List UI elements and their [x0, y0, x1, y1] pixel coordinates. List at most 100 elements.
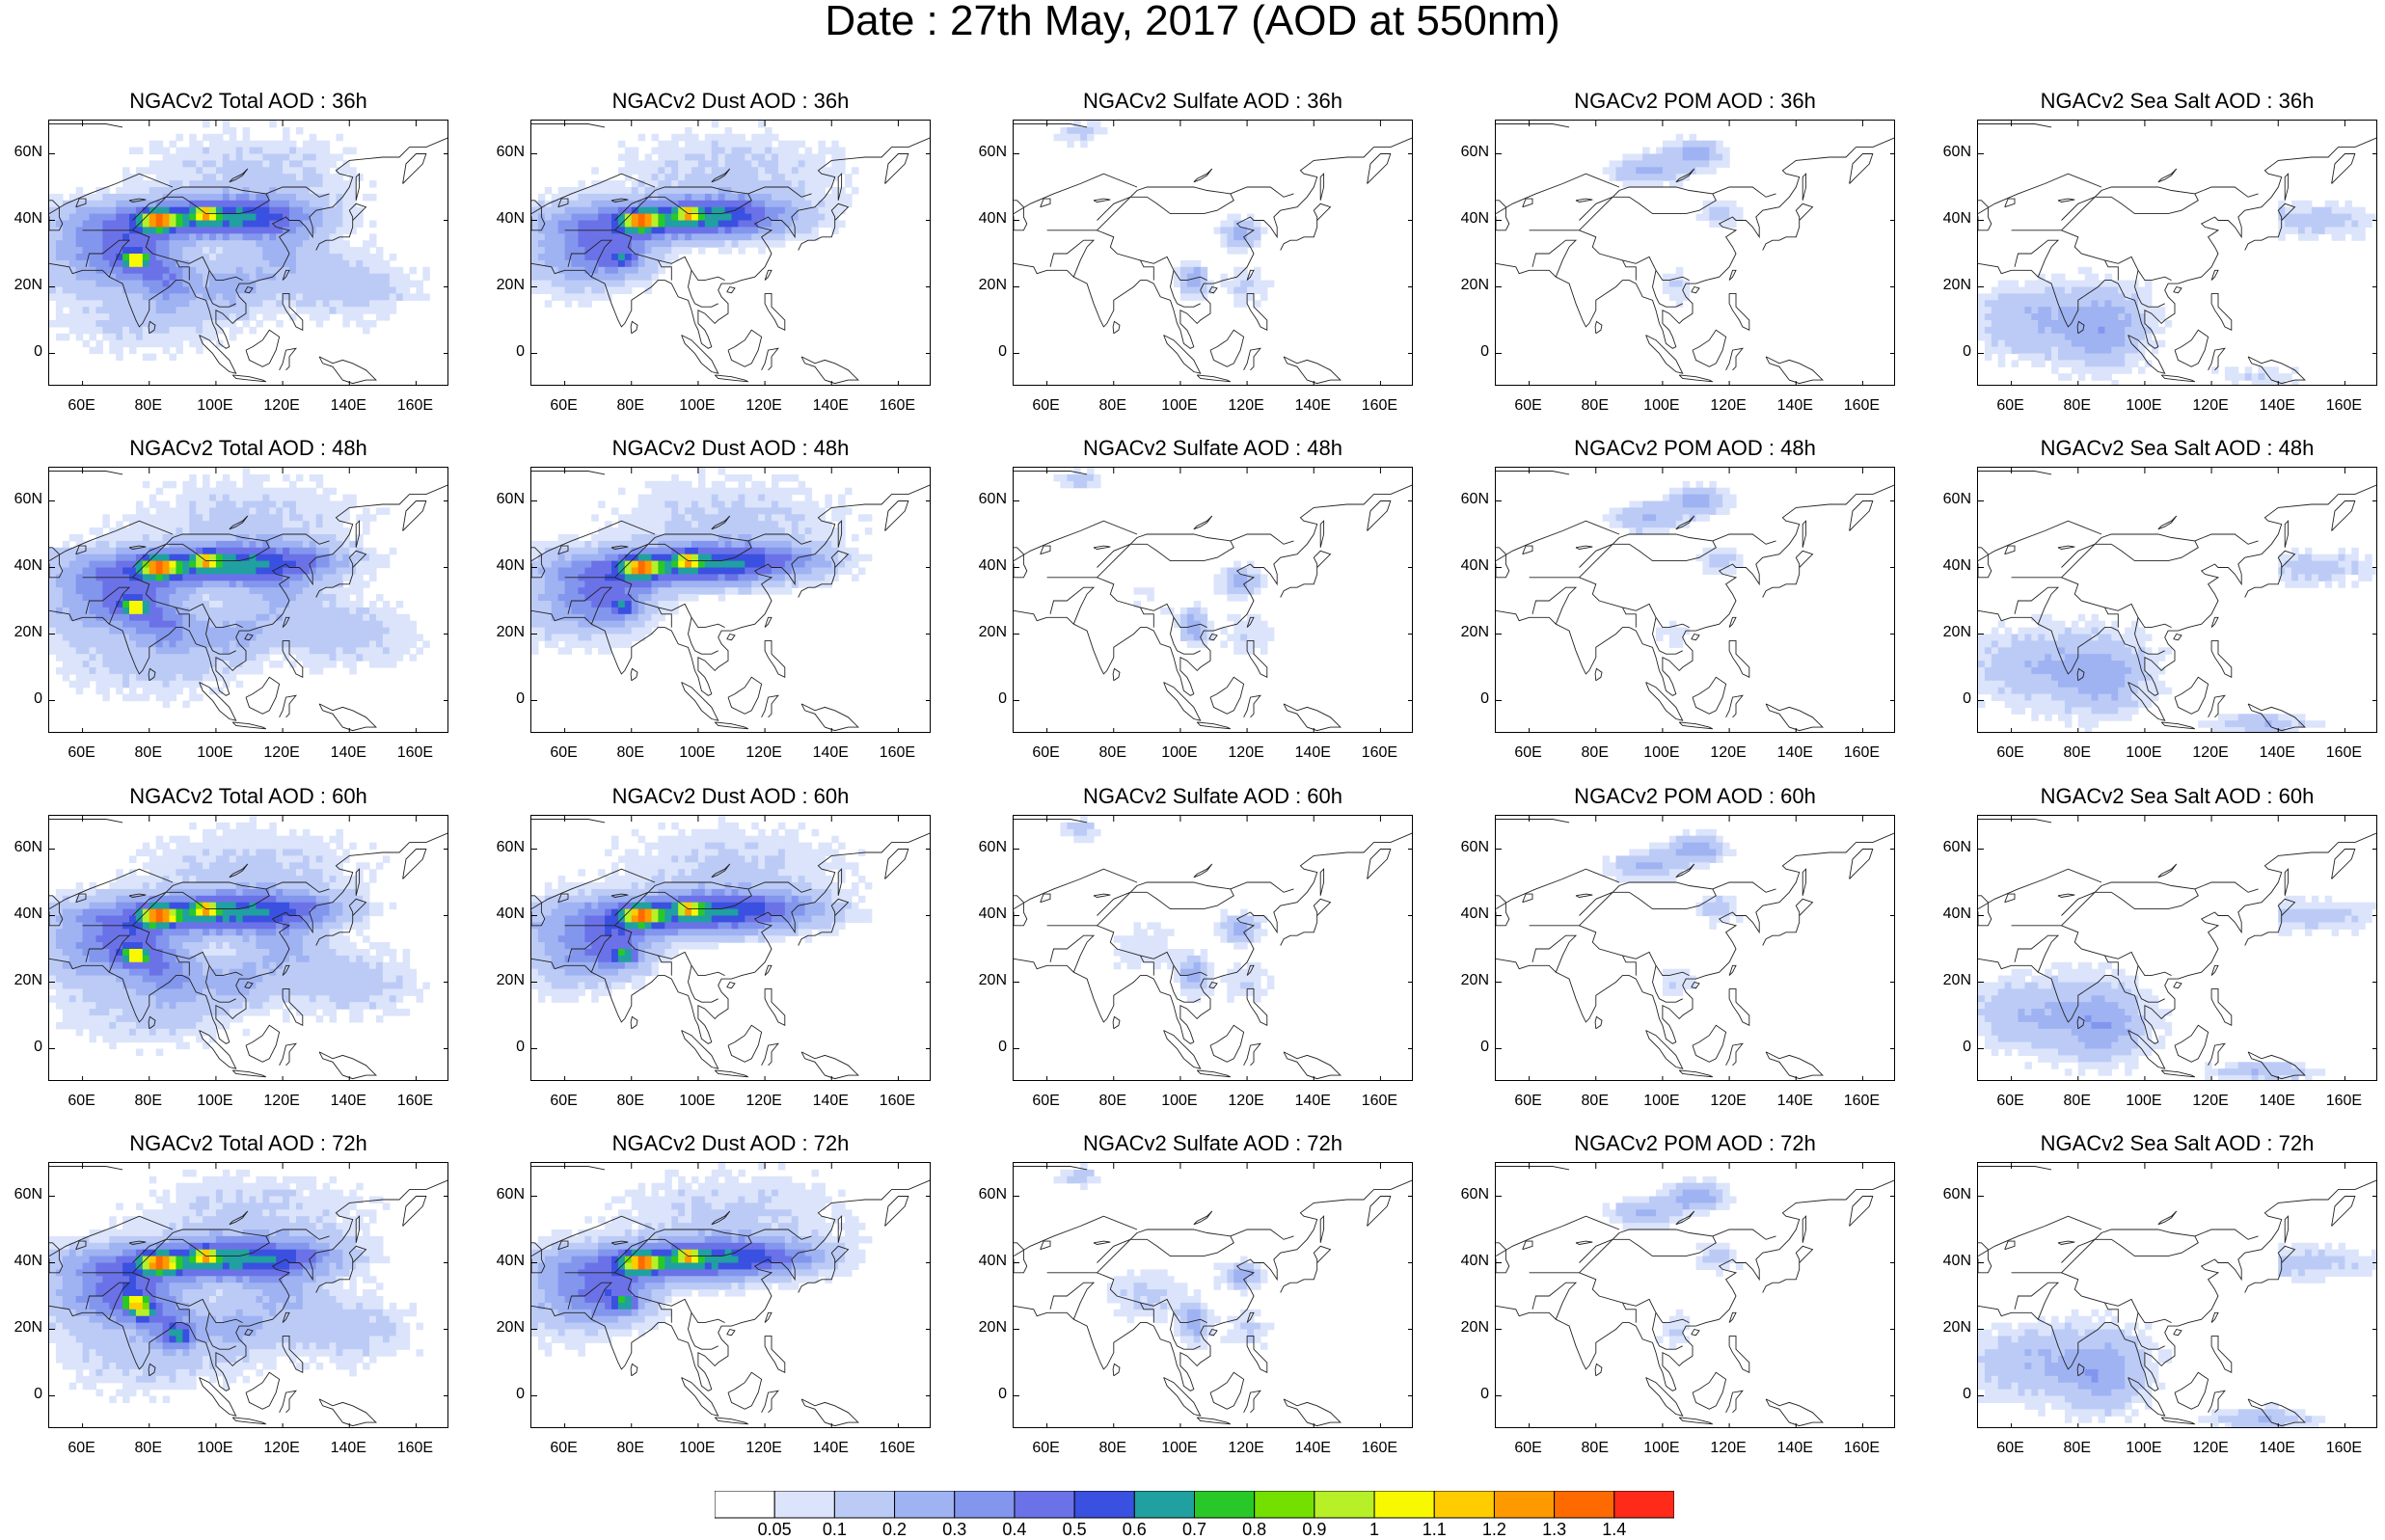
- panel-title: NGACv2 Sea Salt AOD : 72h: [2041, 1131, 2315, 1156]
- aod-map-seasalt-36h: [1977, 120, 2377, 386]
- lon-tick-label: 140E: [2260, 1440, 2295, 1457]
- colorbar-label: 0.4: [1002, 1520, 1026, 1540]
- colorbar-label: 1.1: [1423, 1520, 1447, 1540]
- lon-tick-label: 120E: [745, 1440, 781, 1457]
- lon-tick-label: 160E: [1844, 1093, 1880, 1110]
- lon-tick-label: 60E: [1514, 397, 1541, 415]
- lon-tick-label: 100E: [197, 1093, 232, 1110]
- lon-tick-label: 140E: [1777, 1440, 1813, 1457]
- lon-tick-label: 120E: [1710, 1093, 1746, 1110]
- colorbar-label: 0.8: [1242, 1520, 1266, 1540]
- panel-title: NGACv2 Sea Salt AOD : 48h: [2041, 436, 2315, 461]
- colorbar: [715, 1491, 1674, 1520]
- colorbar-label: 1.2: [1482, 1520, 1506, 1540]
- lon-tick-label: 60E: [1514, 744, 1541, 762]
- panel-title: NGACv2 POM AOD : 60h: [1574, 784, 1816, 809]
- lon-tick-label: 160E: [880, 1440, 915, 1457]
- lon-tick-label: 120E: [263, 397, 299, 415]
- lon-tick-label: 140E: [1295, 397, 1331, 415]
- lon-tick-label: 100E: [2126, 1440, 2161, 1457]
- lon-tick-label: 160E: [1844, 744, 1880, 762]
- panel-title: NGACv2 Total AOD : 72h: [129, 1131, 367, 1156]
- aod-map-sulfate-36h: [1013, 120, 1413, 386]
- lon-tick-label: 100E: [1161, 1440, 1197, 1457]
- lat-tick-label: 20N: [4, 1319, 42, 1337]
- lon-tick-label: 80E: [2064, 1093, 2091, 1110]
- lat-tick-label: 20N: [1450, 972, 1489, 989]
- lon-tick-label: 120E: [2192, 397, 2228, 415]
- colorbar-box: [1614, 1491, 1674, 1518]
- aod-map-pom-72h: [1495, 1162, 1895, 1428]
- lon-tick-label: 140E: [2260, 744, 2295, 762]
- lat-tick-label: 40N: [4, 905, 42, 923]
- lat-tick-label: 60N: [968, 1186, 1007, 1203]
- lat-tick-label: 60N: [968, 491, 1007, 508]
- lon-tick-label: 60E: [550, 744, 577, 762]
- panel-title: NGACv2 Sea Salt AOD : 60h: [2041, 784, 2315, 809]
- lon-tick-label: 80E: [2064, 744, 2091, 762]
- lon-tick-label: 100E: [1643, 1093, 1679, 1110]
- lat-tick-label: 40N: [1450, 1253, 1489, 1270]
- lon-tick-label: 100E: [1161, 397, 1197, 415]
- lat-tick-label: 60N: [1450, 144, 1489, 161]
- aod-map-dust-48h: [530, 467, 931, 733]
- lon-tick-label: 80E: [1099, 744, 1126, 762]
- lat-tick-label: 0: [486, 1039, 525, 1056]
- lat-tick-label: 20N: [4, 277, 42, 294]
- lon-tick-label: 120E: [1228, 397, 1263, 415]
- lon-tick-label: 120E: [1710, 744, 1746, 762]
- colorbar-box: [955, 1491, 1015, 1518]
- colorbar-label: 0.5: [1063, 1520, 1087, 1540]
- lon-tick-label: 100E: [1643, 1440, 1679, 1457]
- lon-tick-label: 140E: [813, 1093, 849, 1110]
- lat-tick-label: 0: [4, 690, 42, 708]
- lat-tick-label: 40N: [1933, 1253, 1971, 1270]
- lat-tick-label: 20N: [4, 624, 42, 641]
- lon-tick-label: 160E: [397, 1093, 433, 1110]
- lon-tick-label: 160E: [2326, 397, 2362, 415]
- lat-tick-label: 20N: [486, 624, 525, 641]
- lon-tick-label: 160E: [397, 1440, 433, 1457]
- panel-title: NGACv2 Sulfate AOD : 36h: [1083, 89, 1342, 114]
- lat-tick-label: 60N: [1933, 1186, 1971, 1203]
- lon-tick-label: 80E: [617, 1440, 644, 1457]
- lon-tick-label: 100E: [679, 744, 715, 762]
- lon-tick-label: 60E: [1996, 397, 2023, 415]
- lat-tick-label: 0: [4, 1039, 42, 1056]
- lat-tick-label: 60N: [486, 1186, 525, 1203]
- lon-tick-label: 80E: [2064, 1440, 2091, 1457]
- lon-tick-label: 80E: [1582, 744, 1609, 762]
- lon-tick-label: 60E: [1996, 744, 2023, 762]
- colorbar-box: [1555, 1491, 1614, 1518]
- lon-tick-label: 60E: [68, 744, 95, 762]
- lon-tick-label: 140E: [331, 744, 366, 762]
- colorbar-box: [774, 1491, 834, 1518]
- lat-tick-label: 60N: [1933, 491, 1971, 508]
- lon-tick-label: 140E: [1295, 1093, 1331, 1110]
- lon-tick-label: 160E: [1362, 1093, 1397, 1110]
- lat-tick-label: 60N: [1933, 839, 1971, 856]
- lat-tick-label: 40N: [968, 905, 1007, 923]
- aod-map-total-48h: [48, 467, 448, 733]
- panel-title: NGACv2 Sea Salt AOD : 36h: [2041, 89, 2315, 114]
- colorbar-box: [715, 1491, 774, 1518]
- lon-tick-label: 120E: [1228, 744, 1263, 762]
- lat-tick-label: 20N: [486, 277, 525, 294]
- aod-map-pom-60h: [1495, 815, 1895, 1081]
- aod-map-seasalt-48h: [1977, 467, 2377, 733]
- lon-tick-label: 100E: [679, 1093, 715, 1110]
- lat-tick-label: 0: [4, 343, 42, 361]
- lon-tick-label: 60E: [68, 397, 95, 415]
- panel-title: NGACv2 POM AOD : 36h: [1574, 89, 1816, 114]
- lon-tick-label: 120E: [1228, 1440, 1263, 1457]
- panel-title: NGACv2 Sulfate AOD : 72h: [1083, 1131, 1342, 1156]
- colorbar-label: 1: [1369, 1520, 1379, 1540]
- lat-tick-label: 0: [486, 1386, 525, 1403]
- lon-tick-label: 100E: [197, 744, 232, 762]
- lon-tick-label: 60E: [68, 1093, 95, 1110]
- lon-tick-label: 120E: [263, 744, 299, 762]
- lon-tick-label: 120E: [745, 397, 781, 415]
- lon-tick-label: 160E: [2326, 1093, 2362, 1110]
- lat-tick-label: 60N: [486, 144, 525, 161]
